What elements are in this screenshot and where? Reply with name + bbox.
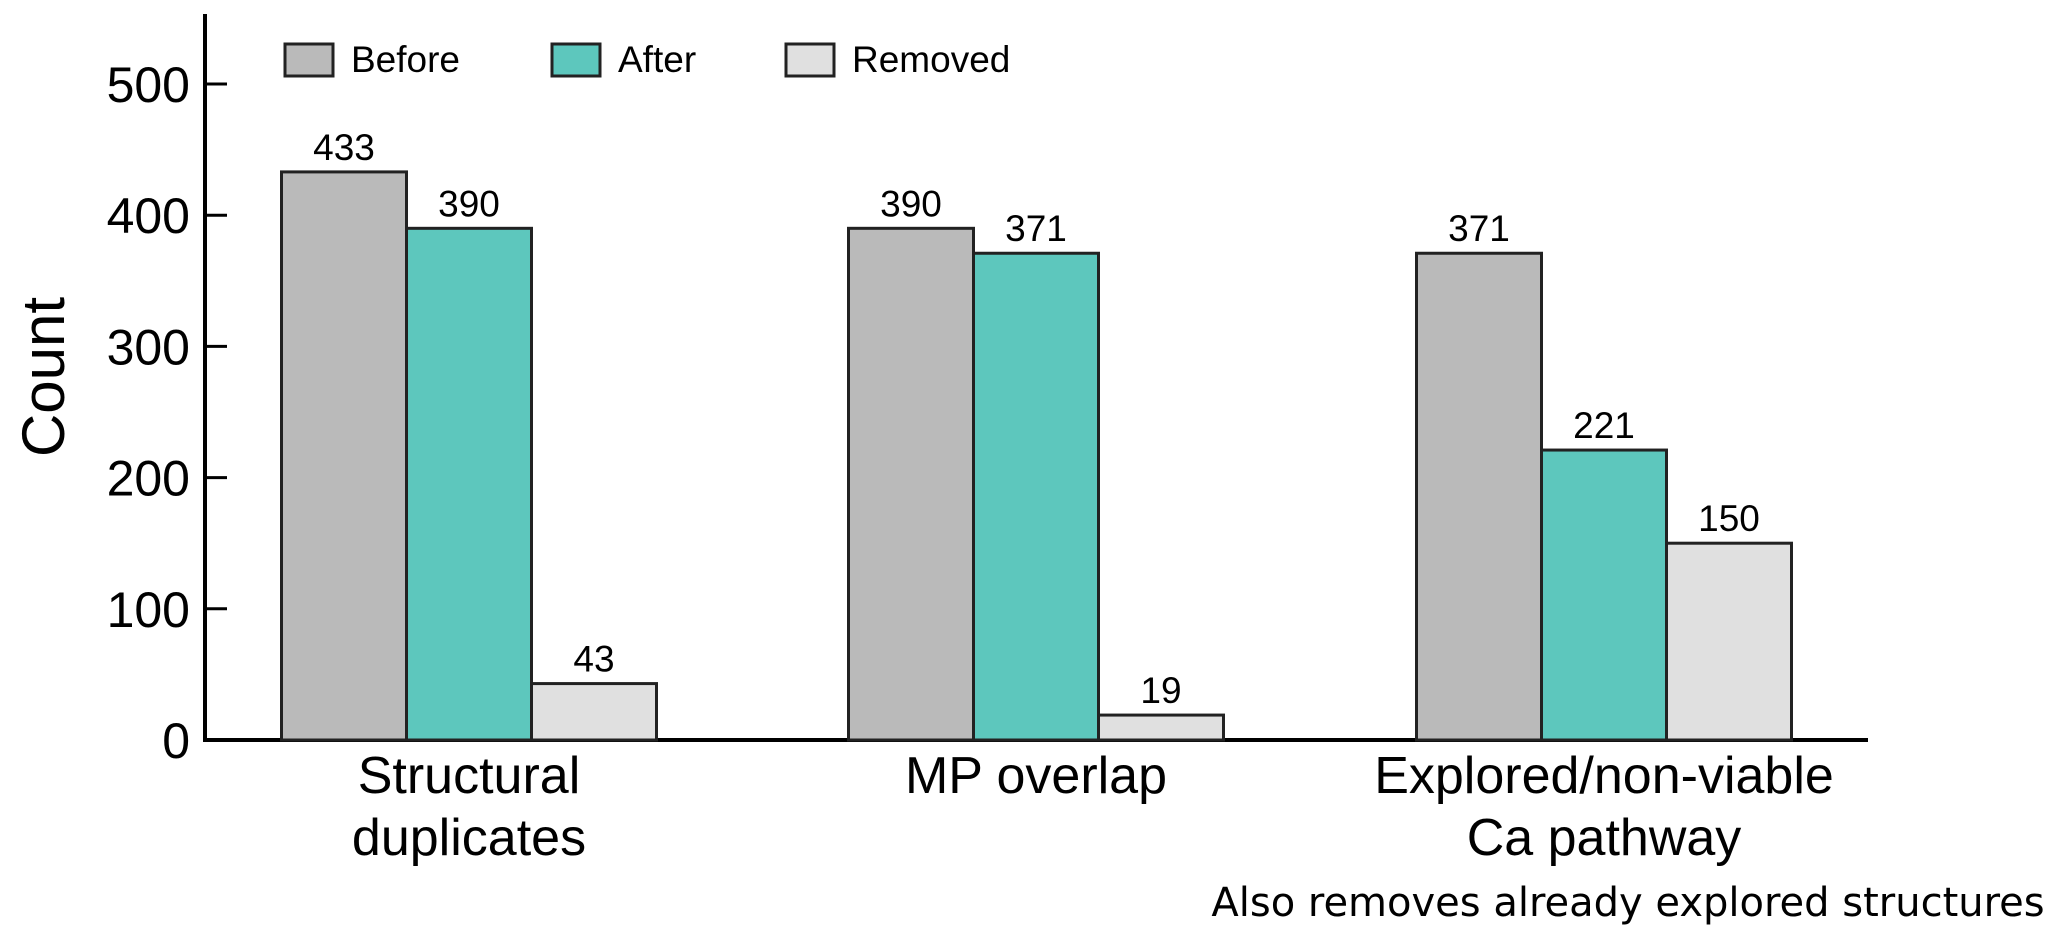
axes: 0 100 200 300 400 500 Count [10,14,1868,769]
y-tick-label: 400 [107,188,190,244]
bars [280,170,1793,742]
y-tick-label: 300 [107,319,190,375]
legend: Before After Removed [283,39,1010,80]
bar-removed [1665,541,1793,742]
bar-before [1415,251,1543,742]
bar-before [280,170,408,742]
bar-after [972,251,1100,742]
annotation-text: Also removes already explored structures [1211,880,2044,926]
x-tick-label: duplicates [352,809,586,867]
y-tick-label: 100 [107,582,190,638]
x-tick-label: Ca pathway [1467,809,1742,867]
bar-after [405,226,533,742]
bar-value-label: 390 [438,183,500,224]
bar-after [1540,448,1668,742]
legend-label: After [618,39,696,80]
legend-label: Removed [852,39,1010,80]
x-tick-label: MP overlap [905,747,1167,805]
bar-value-label: 390 [880,183,942,224]
legend-swatch-after [550,42,602,78]
x-tick-label: Explored/non-viable [1374,747,1834,805]
legend-swatch-before [283,42,335,78]
bar-value-label: 371 [1448,208,1510,249]
bar-before [847,226,975,742]
bar-value-label: 371 [1005,208,1067,249]
bar-value-label: 433 [313,127,375,168]
bar-removed [1097,713,1225,742]
x-tick-label: Structural [358,747,581,805]
bar-value-label: 150 [1698,498,1760,539]
bar-removed [530,682,658,742]
y-axis-label: Count [10,297,77,457]
bar-value-label: 43 [573,639,614,680]
y-tick-label: 0 [162,713,190,769]
y-tick-label: 500 [107,57,190,113]
bar-value-label: 19 [1140,670,1181,711]
y-tick-label: 200 [107,451,190,507]
bar-value-label: 221 [1573,405,1635,446]
legend-label: Before [351,39,460,80]
legend-swatch-removed [784,42,836,78]
